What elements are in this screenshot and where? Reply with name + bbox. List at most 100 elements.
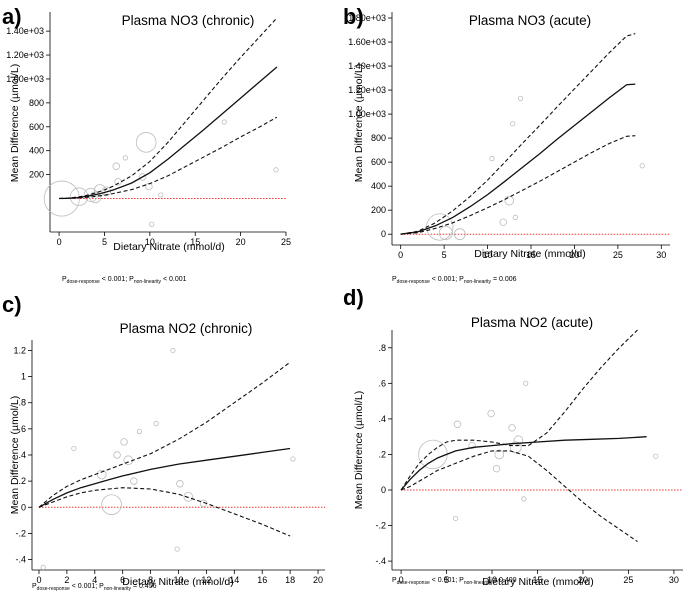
- study-bubble: [509, 441, 522, 454]
- study-bubble: [453, 515, 459, 522]
- footnote-text: = 0.400: [491, 577, 517, 584]
- study-bubble: [149, 221, 155, 227]
- study-bubble: [487, 409, 495, 418]
- y-tick-label: 1.2: [13, 345, 26, 355]
- y-tick-label: 1.20e+03: [348, 85, 386, 95]
- estimate-line: [400, 436, 647, 491]
- x-axis-label: Dietary Nitrate (mmol/d): [474, 248, 585, 260]
- study-bubble: [504, 195, 515, 206]
- study-bubble: [492, 464, 501, 473]
- study-bubble: [290, 456, 296, 462]
- ci-line: [400, 329, 638, 491]
- y-tick-label: -.4: [15, 555, 26, 565]
- x-axis-label: Dietary Nitrate (mmol/d): [113, 241, 224, 253]
- panel-label: d): [343, 285, 364, 310]
- study-bubble: [499, 218, 507, 226]
- x-axis-label: Dietary Nitrate (mmol/d): [122, 576, 233, 588]
- x-tick-label: 6: [120, 575, 125, 585]
- footnote-text: < 0.001; P: [430, 276, 464, 283]
- y-tick-label: 1.00e+03: [6, 74, 44, 84]
- y-tick-label: 0: [381, 229, 386, 239]
- y-tick-label: 1: [21, 372, 26, 382]
- y-tick-label: -.4: [375, 556, 386, 566]
- study-bubble: [508, 424, 516, 432]
- ci-line: [38, 361, 291, 508]
- study-bubble: [489, 155, 495, 162]
- x-tick-label: 15: [526, 250, 536, 260]
- y-tick-label: 200: [371, 205, 386, 215]
- y-tick-label: 600: [371, 157, 386, 167]
- study-bubble: [122, 155, 128, 161]
- x-tick-label: 5: [102, 237, 107, 247]
- footnote-subscript: non-linearity: [134, 279, 162, 285]
- panel-2: b) Plasma NO3 (acute) 0 5 10 15 20 25 30 0 200 400 6…: [343, 4, 670, 285]
- x-tick-label: 5: [444, 575, 449, 585]
- x-tick-label: 16: [257, 575, 267, 585]
- footnote-text: < 0.001; P: [430, 577, 464, 584]
- x-axis-label: Dietary Nitrate (mmol/d): [482, 576, 593, 588]
- ci-line: [59, 17, 278, 200]
- chart-title: Plasma NO3 (chronic): [122, 13, 255, 28]
- p-value-footnote: Pdose-response < 0.001; Pnon-linearity <…: [62, 276, 187, 285]
- y-tick-label: .6: [378, 378, 386, 388]
- footnote-subscript: dose-response: [37, 586, 70, 592]
- y-tick-label: .8: [378, 343, 386, 353]
- footnote-text: P: [32, 583, 37, 590]
- x-tick-label: 20: [569, 250, 579, 260]
- study-bubble: [170, 347, 176, 354]
- ci-line: [400, 33, 636, 235]
- x-tick-label: 12: [201, 575, 211, 585]
- x-tick-label: 0: [57, 237, 62, 247]
- study-bubble: [510, 121, 516, 127]
- study-bubble: [183, 492, 194, 502]
- footnote-subscript: dose-response: [67, 279, 100, 285]
- y-tick-label: 200: [29, 170, 44, 180]
- y-axis-label: Mean Difference (µmol/L): [353, 391, 365, 509]
- panel-label: a): [2, 4, 22, 29]
- study-bubble: [653, 453, 659, 459]
- x-tick-label: 0: [36, 575, 41, 585]
- y-tick-label: .4: [378, 414, 386, 424]
- x-tick-label: 30: [656, 250, 666, 260]
- x-tick-label: 20: [313, 575, 323, 585]
- x-tick-label: 15: [532, 575, 542, 585]
- y-tick-label: 600: [29, 122, 44, 132]
- study-bubble: [438, 225, 453, 240]
- y-axis-label: Mean Difference (µmol/L): [9, 64, 21, 182]
- x-tick-label: 10: [483, 250, 493, 260]
- p-value-footnote: Pdose-response < 0.001; Pnon-linearity =…: [392, 276, 517, 285]
- study-bubble: [135, 132, 157, 153]
- estimate-line: [400, 83, 636, 235]
- study-bubble: [113, 451, 121, 459]
- x-tick-label: 14: [229, 575, 239, 585]
- x-tick-label: 5: [442, 250, 447, 260]
- footnote-subscript: non-linearity: [464, 580, 492, 586]
- y-tick-label: .6: [18, 424, 26, 434]
- x-tick-label: 20: [578, 575, 588, 585]
- study-bubble: [89, 191, 102, 204]
- y-tick-label: 1.00e+03: [348, 109, 386, 119]
- study-bubble: [221, 119, 227, 125]
- x-tick-label: 10: [487, 575, 497, 585]
- study-bubble: [512, 214, 518, 220]
- study-bubble: [120, 438, 128, 446]
- x-tick-label: 30: [669, 575, 679, 585]
- y-tick-label: .4: [18, 450, 26, 460]
- y-axis-label: Mean Difference (µmol/L): [9, 396, 21, 514]
- study-bubble: [639, 163, 645, 169]
- ci-line: [38, 487, 291, 537]
- x-tick-label: 2: [64, 575, 69, 585]
- panel-3: c)Plasma NO2 (chronic)0 2 4 6 8 10 12 14 16 18 20-…: [2, 292, 325, 592]
- panel-label: b): [343, 4, 364, 29]
- y-axis-label: Mean Difference (µmol/L): [353, 64, 365, 182]
- study-bubble: [138, 173, 147, 181]
- y-tick-label: .2: [18, 476, 26, 486]
- study-bubble: [96, 469, 107, 480]
- footnote-text: < 0.001; P: [70, 583, 104, 590]
- y-tick-label: 800: [29, 98, 44, 108]
- study-bubble: [273, 167, 279, 173]
- study-bubble: [521, 496, 527, 502]
- x-tick-label: 8: [148, 575, 153, 585]
- ci-line: [400, 450, 638, 543]
- study-bubble: [112, 162, 120, 170]
